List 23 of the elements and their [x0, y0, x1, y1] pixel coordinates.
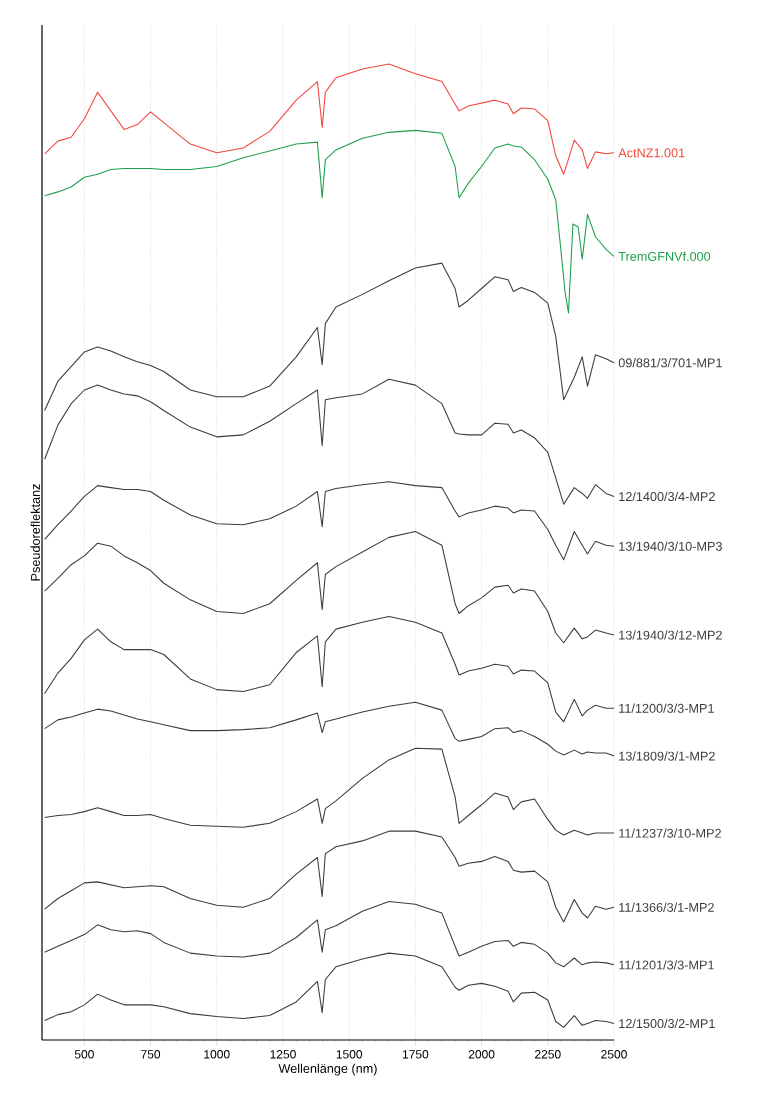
series-label: 11/1237/3/10-MP2 — [619, 828, 721, 838]
series-label: 13/1940/3/12-MP2 — [619, 630, 722, 640]
series-label: 11/1200/3/3-MP1 — [619, 703, 714, 713]
series-label: 13/1940/3/10-MP3 — [619, 541, 722, 551]
x-tick-label: 1000 — [204, 1050, 230, 1059]
series-label: 12/1500/3/2-MP1 — [619, 1018, 715, 1029]
x-tick-label: 750 — [141, 1050, 161, 1059]
x-axis-title: Wellenlänge (nm) — [278, 1063, 377, 1076]
series-label: 13/1809/3/1-MP2 — [619, 751, 715, 761]
series-label: 11/1201/3/3-MP1 — [619, 960, 714, 970]
x-tick-label: 2500 — [601, 1050, 627, 1059]
x-tick-label: 1500 — [336, 1050, 363, 1059]
x-tick-label: 2000 — [468, 1050, 495, 1059]
series-label: ActNZ1.001 — [618, 148, 685, 158]
series-label: 11/1366/3/1-MP2 — [619, 902, 714, 912]
series-label: 12/1400/3/4-MP2 — [619, 491, 715, 502]
x-tick-label: 2250 — [535, 1050, 561, 1059]
series-label: 09/881/3/701-MP1 — [618, 358, 722, 368]
x-tick-label: 1750 — [402, 1050, 429, 1059]
x-tick-label: 500 — [74, 1050, 94, 1059]
y-axis-title: Pseudoreflektanz — [30, 484, 40, 581]
x-tick-label: 1250 — [270, 1050, 296, 1059]
series-label: TremGFNVf.000 — [618, 251, 711, 261]
